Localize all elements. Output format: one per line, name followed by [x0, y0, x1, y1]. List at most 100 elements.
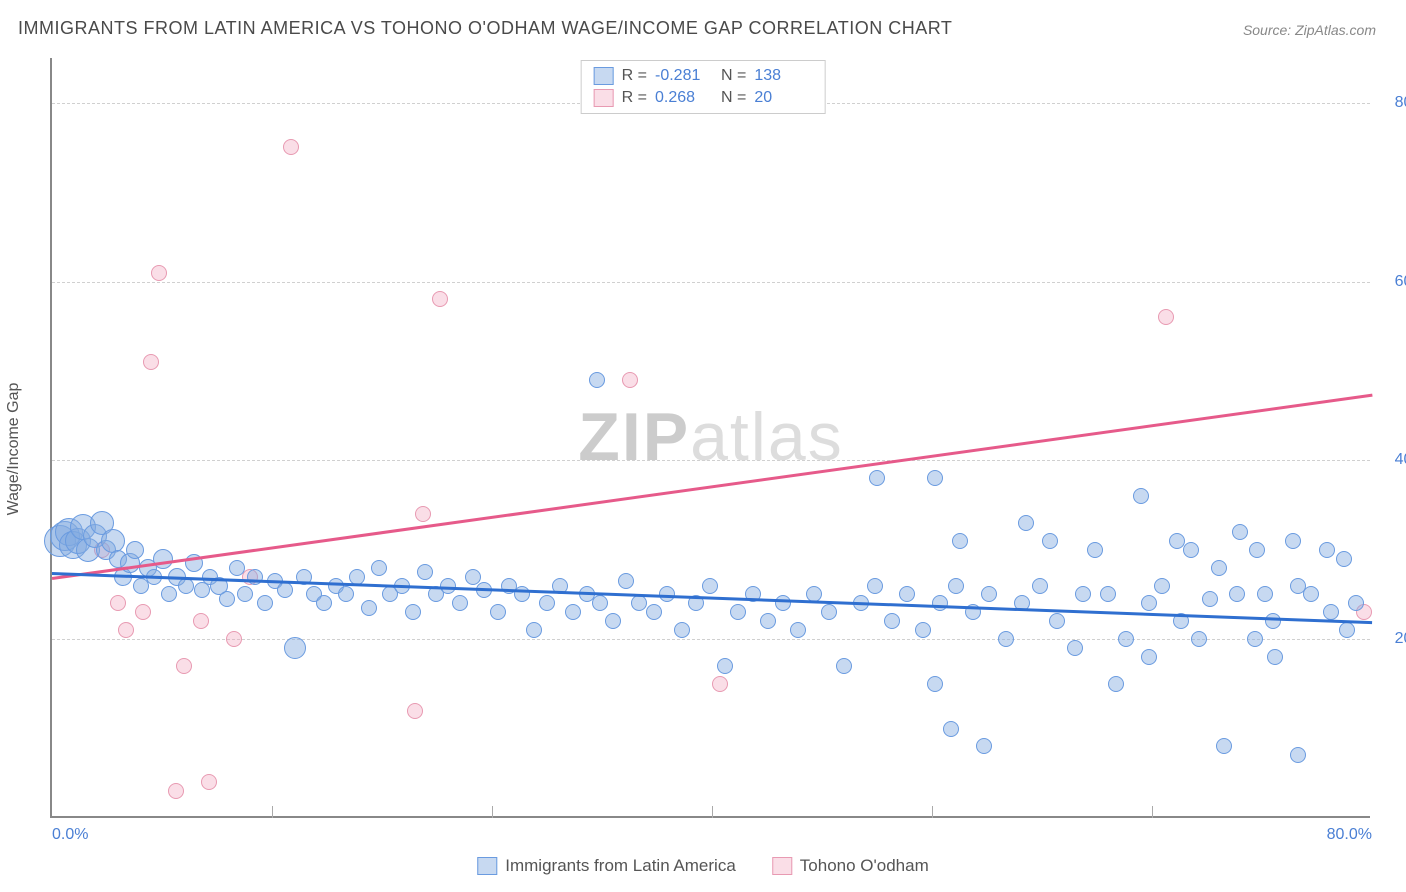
- scatter-point-a: [821, 604, 837, 620]
- scatter-point-a: [1285, 533, 1301, 549]
- scatter-point-a: [1211, 560, 1227, 576]
- y-tick-label: 20.0%: [1380, 630, 1406, 648]
- correlation-row-b: R = 0.268 N = 20: [594, 87, 813, 109]
- scatter-point-a: [237, 586, 253, 602]
- scatter-point-a: [405, 604, 421, 620]
- legend-item-a: Immigrants from Latin America: [477, 856, 736, 876]
- scatter-point-a: [1202, 591, 1218, 607]
- scatter-point-a: [1100, 586, 1116, 602]
- scatter-point-a: [869, 470, 885, 486]
- scatter-point-b: [226, 631, 242, 647]
- scatter-point-a: [589, 372, 605, 388]
- scatter-point-a: [219, 591, 235, 607]
- n-value-a: 138: [754, 67, 812, 85]
- x-minor-tick: [932, 806, 933, 818]
- scatter-point-a: [1067, 640, 1083, 656]
- x-minor-tick: [272, 806, 273, 818]
- scatter-point-a: [1032, 578, 1048, 594]
- scatter-point-a: [948, 578, 964, 594]
- scatter-point-b: [135, 604, 151, 620]
- scatter-point-a: [1249, 542, 1265, 558]
- scatter-point-a: [1087, 542, 1103, 558]
- scatter-point-a: [605, 613, 621, 629]
- scatter-point-a: [316, 595, 332, 611]
- x-tick-label: 0.0%: [52, 826, 88, 844]
- scatter-point-a: [361, 600, 377, 616]
- scatter-point-b: [1158, 309, 1174, 325]
- scatter-point-a: [277, 582, 293, 598]
- scatter-point-b: [193, 613, 209, 629]
- scatter-point-a: [836, 658, 852, 674]
- scatter-point-a: [998, 631, 1014, 647]
- scatter-point-a: [178, 578, 194, 594]
- scatter-point-a: [161, 586, 177, 602]
- scatter-point-a: [452, 595, 468, 611]
- scatter-point-a: [760, 613, 776, 629]
- scatter-point-a: [899, 586, 915, 602]
- scatter-point-a: [915, 622, 931, 638]
- scatter-point-a: [884, 613, 900, 629]
- plot-area: ZIPatlas 20.0%40.0%60.0%80.0%0.0%80.0%: [50, 58, 1370, 818]
- scatter-point-a: [490, 604, 506, 620]
- scatter-point-a: [1049, 613, 1065, 629]
- correlation-legend: R = -0.281 N = 138 R = 0.268 N = 20: [581, 60, 826, 114]
- r-value-b: 0.268: [655, 89, 713, 107]
- scatter-point-a: [1267, 649, 1283, 665]
- scatter-point-a: [1339, 622, 1355, 638]
- scatter-point-b: [118, 622, 134, 638]
- chart-title: IMMIGRANTS FROM LATIN AMERICA VS TOHONO …: [18, 18, 952, 39]
- scatter-point-b: [432, 291, 448, 307]
- scatter-point-a: [440, 578, 456, 594]
- scatter-point-a: [1042, 533, 1058, 549]
- scatter-point-a: [943, 721, 959, 737]
- scatter-point-b: [151, 265, 167, 281]
- scatter-point-a: [1075, 586, 1091, 602]
- scatter-point-a: [1247, 631, 1263, 647]
- scatter-point-a: [927, 676, 943, 692]
- n-label-a: N =: [721, 67, 746, 85]
- scatter-point-a: [702, 578, 718, 594]
- chart-container: IMMIGRANTS FROM LATIN AMERICA VS TOHONO …: [0, 0, 1406, 892]
- gridline-horizontal: [52, 460, 1370, 461]
- x-tick-label: 80.0%: [1327, 826, 1372, 844]
- scatter-point-a: [976, 738, 992, 754]
- scatter-point-b: [712, 676, 728, 692]
- scatter-point-a: [674, 622, 690, 638]
- swatch-series-a-icon: [477, 857, 497, 875]
- watermark-zip: ZIP: [578, 399, 690, 475]
- scatter-point-a: [1229, 586, 1245, 602]
- x-minor-tick: [1152, 806, 1153, 818]
- scatter-point-a: [465, 569, 481, 585]
- scatter-point-a: [284, 637, 306, 659]
- source-attribution: Source: ZipAtlas.com: [1243, 22, 1376, 38]
- legend-item-b: Tohono O'odham: [772, 856, 929, 876]
- n-value-b: 20: [754, 89, 812, 107]
- scatter-point-a: [126, 541, 144, 559]
- scatter-point-a: [1141, 649, 1157, 665]
- scatter-point-a: [952, 533, 968, 549]
- r-label-b: R =: [622, 89, 647, 107]
- scatter-point-a: [1265, 613, 1281, 629]
- scatter-point-a: [646, 604, 662, 620]
- scatter-point-a: [1336, 551, 1352, 567]
- scatter-point-a: [592, 595, 608, 611]
- scatter-point-a: [1154, 578, 1170, 594]
- scatter-point-a: [1118, 631, 1134, 647]
- x-minor-tick: [492, 806, 493, 818]
- scatter-point-a: [730, 604, 746, 620]
- gridline-horizontal: [52, 282, 1370, 283]
- y-axis-label: Wage/Income Gap: [5, 383, 23, 516]
- scatter-point-a: [1018, 515, 1034, 531]
- scatter-point-a: [1216, 738, 1232, 754]
- scatter-point-a: [371, 560, 387, 576]
- watermark-atlas: atlas: [690, 399, 844, 475]
- y-tick-label: 40.0%: [1380, 451, 1406, 469]
- y-tick-label: 80.0%: [1380, 94, 1406, 112]
- legend-label-a: Immigrants from Latin America: [505, 856, 736, 876]
- scatter-point-a: [1191, 631, 1207, 647]
- scatter-point-a: [1290, 747, 1306, 763]
- scatter-point-a: [1319, 542, 1335, 558]
- scatter-point-a: [1133, 488, 1149, 504]
- n-label-b: N =: [721, 89, 746, 107]
- scatter-point-a: [927, 470, 943, 486]
